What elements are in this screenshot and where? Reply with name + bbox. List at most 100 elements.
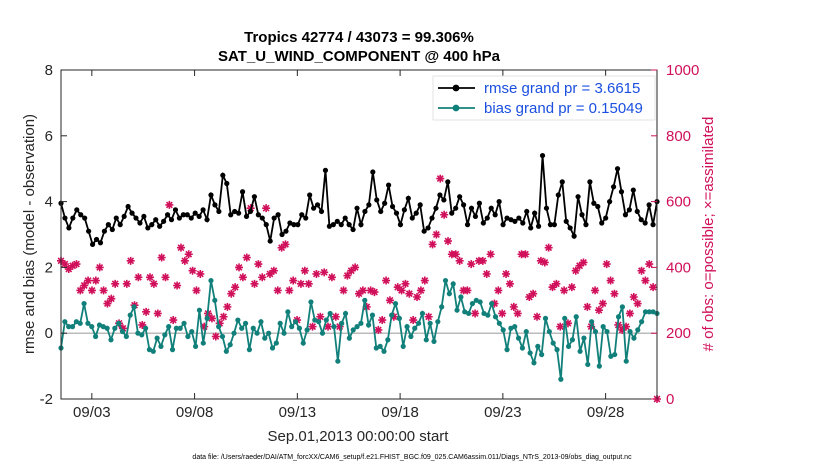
rmse-point <box>149 222 155 228</box>
rmse-point <box>401 207 407 213</box>
rmse-point <box>322 167 329 173</box>
rmse-point <box>263 222 269 228</box>
rmse-point <box>164 212 171 218</box>
y-right-tick-label: 200 <box>666 325 691 342</box>
bias-point <box>408 333 414 340</box>
rmse-point <box>492 212 498 218</box>
legend[interactable]: rmse grand pr = 3.6615 bias grand pr = 0… <box>432 75 656 121</box>
obs-count-marker <box>347 266 356 275</box>
bias-point <box>396 315 402 321</box>
rmse-point <box>133 215 139 221</box>
obs-count-marker <box>289 276 298 285</box>
obs-count-marker <box>645 260 654 269</box>
y-tick-label: 0 <box>45 325 53 342</box>
obs-count-marker <box>440 210 449 219</box>
rmse-point <box>86 228 92 234</box>
rmse-point <box>259 215 265 221</box>
bias-point <box>389 312 395 318</box>
obs-count-marker <box>378 316 387 325</box>
rmse-point <box>389 203 396 210</box>
rmse-point <box>437 192 443 198</box>
bias-point <box>531 360 537 366</box>
obs-count-marker <box>223 302 232 311</box>
rmse-point <box>251 194 258 200</box>
rmse-point <box>535 223 542 229</box>
rmse-point <box>378 208 384 215</box>
rmse-point <box>626 207 632 213</box>
bias-point <box>216 324 222 330</box>
rmse-point <box>583 222 589 228</box>
obs-count-marker <box>397 286 406 295</box>
rmse-point <box>105 222 111 228</box>
bias-point <box>439 304 445 310</box>
obs-count-marker <box>471 309 480 318</box>
rmse-point <box>484 215 490 221</box>
rmse-point <box>117 222 123 228</box>
bias-point <box>239 325 245 331</box>
rmse-point <box>326 223 332 229</box>
bias-point <box>412 325 418 331</box>
bias-point <box>519 345 526 351</box>
bias-point <box>319 330 326 336</box>
bias-point <box>327 310 333 317</box>
rmse-point <box>161 218 167 224</box>
obs-count-marker <box>622 322 631 331</box>
bias-point <box>589 319 595 325</box>
obs-count-marker <box>176 243 185 252</box>
rmse-point <box>433 205 439 211</box>
obs-count-marker <box>544 243 553 252</box>
rmse-point <box>642 220 648 226</box>
rmse-point <box>618 189 625 195</box>
obs-count-marker <box>358 286 367 295</box>
bias-point <box>246 347 253 353</box>
obs-count-marker <box>533 312 542 321</box>
rmse-point <box>93 236 100 243</box>
obs-count-marker <box>242 253 251 262</box>
obs-count-marker <box>521 250 530 259</box>
rmse-point <box>129 210 135 216</box>
rmse-point <box>480 220 486 226</box>
rmse-point <box>524 208 530 215</box>
bias-point <box>465 310 472 317</box>
bias-point <box>77 320 83 326</box>
rmse-point <box>539 152 546 159</box>
rmse-point <box>224 180 230 187</box>
obs-count-marker <box>424 312 433 321</box>
bias-point <box>227 342 233 348</box>
obs-count-marker <box>103 299 112 308</box>
rmse-point <box>528 225 534 231</box>
rmse-point <box>634 208 640 215</box>
bias-point <box>416 320 422 326</box>
x-tick-label: 09/03 <box>73 404 111 421</box>
obs-count-marker <box>490 299 499 308</box>
rmse-point <box>220 172 226 178</box>
obs-count-marker <box>563 319 572 328</box>
bias-point <box>612 351 618 358</box>
obs-count-marker <box>64 265 73 274</box>
rmse-point <box>334 218 340 224</box>
bias-point <box>639 319 645 325</box>
rmse-point <box>429 215 435 221</box>
bias-point <box>515 335 522 341</box>
rmse-point <box>232 208 238 215</box>
rmse-point <box>354 205 360 211</box>
obs-count-marker <box>273 286 282 295</box>
bias-point <box>496 320 502 326</box>
bias-point <box>523 328 529 335</box>
obs-count-marker <box>633 299 642 308</box>
legend-rmse-label: rmse grand pr = 3.6615 <box>484 80 640 97</box>
obs-count-marker <box>304 279 313 288</box>
rmse-point <box>121 213 127 220</box>
rmse-point <box>614 166 621 172</box>
obs-count-marker <box>432 230 441 239</box>
obs-count-marker <box>196 269 205 278</box>
rmse-point <box>318 208 325 215</box>
obs-count-marker <box>486 250 495 259</box>
rmse-point <box>472 213 479 220</box>
obs-count-marker <box>250 279 259 288</box>
obs-count-marker <box>60 260 69 269</box>
rmse-point <box>413 210 419 216</box>
obs-count-marker <box>76 286 85 295</box>
rmse-point <box>382 200 388 206</box>
obs-count-marker <box>482 269 491 278</box>
